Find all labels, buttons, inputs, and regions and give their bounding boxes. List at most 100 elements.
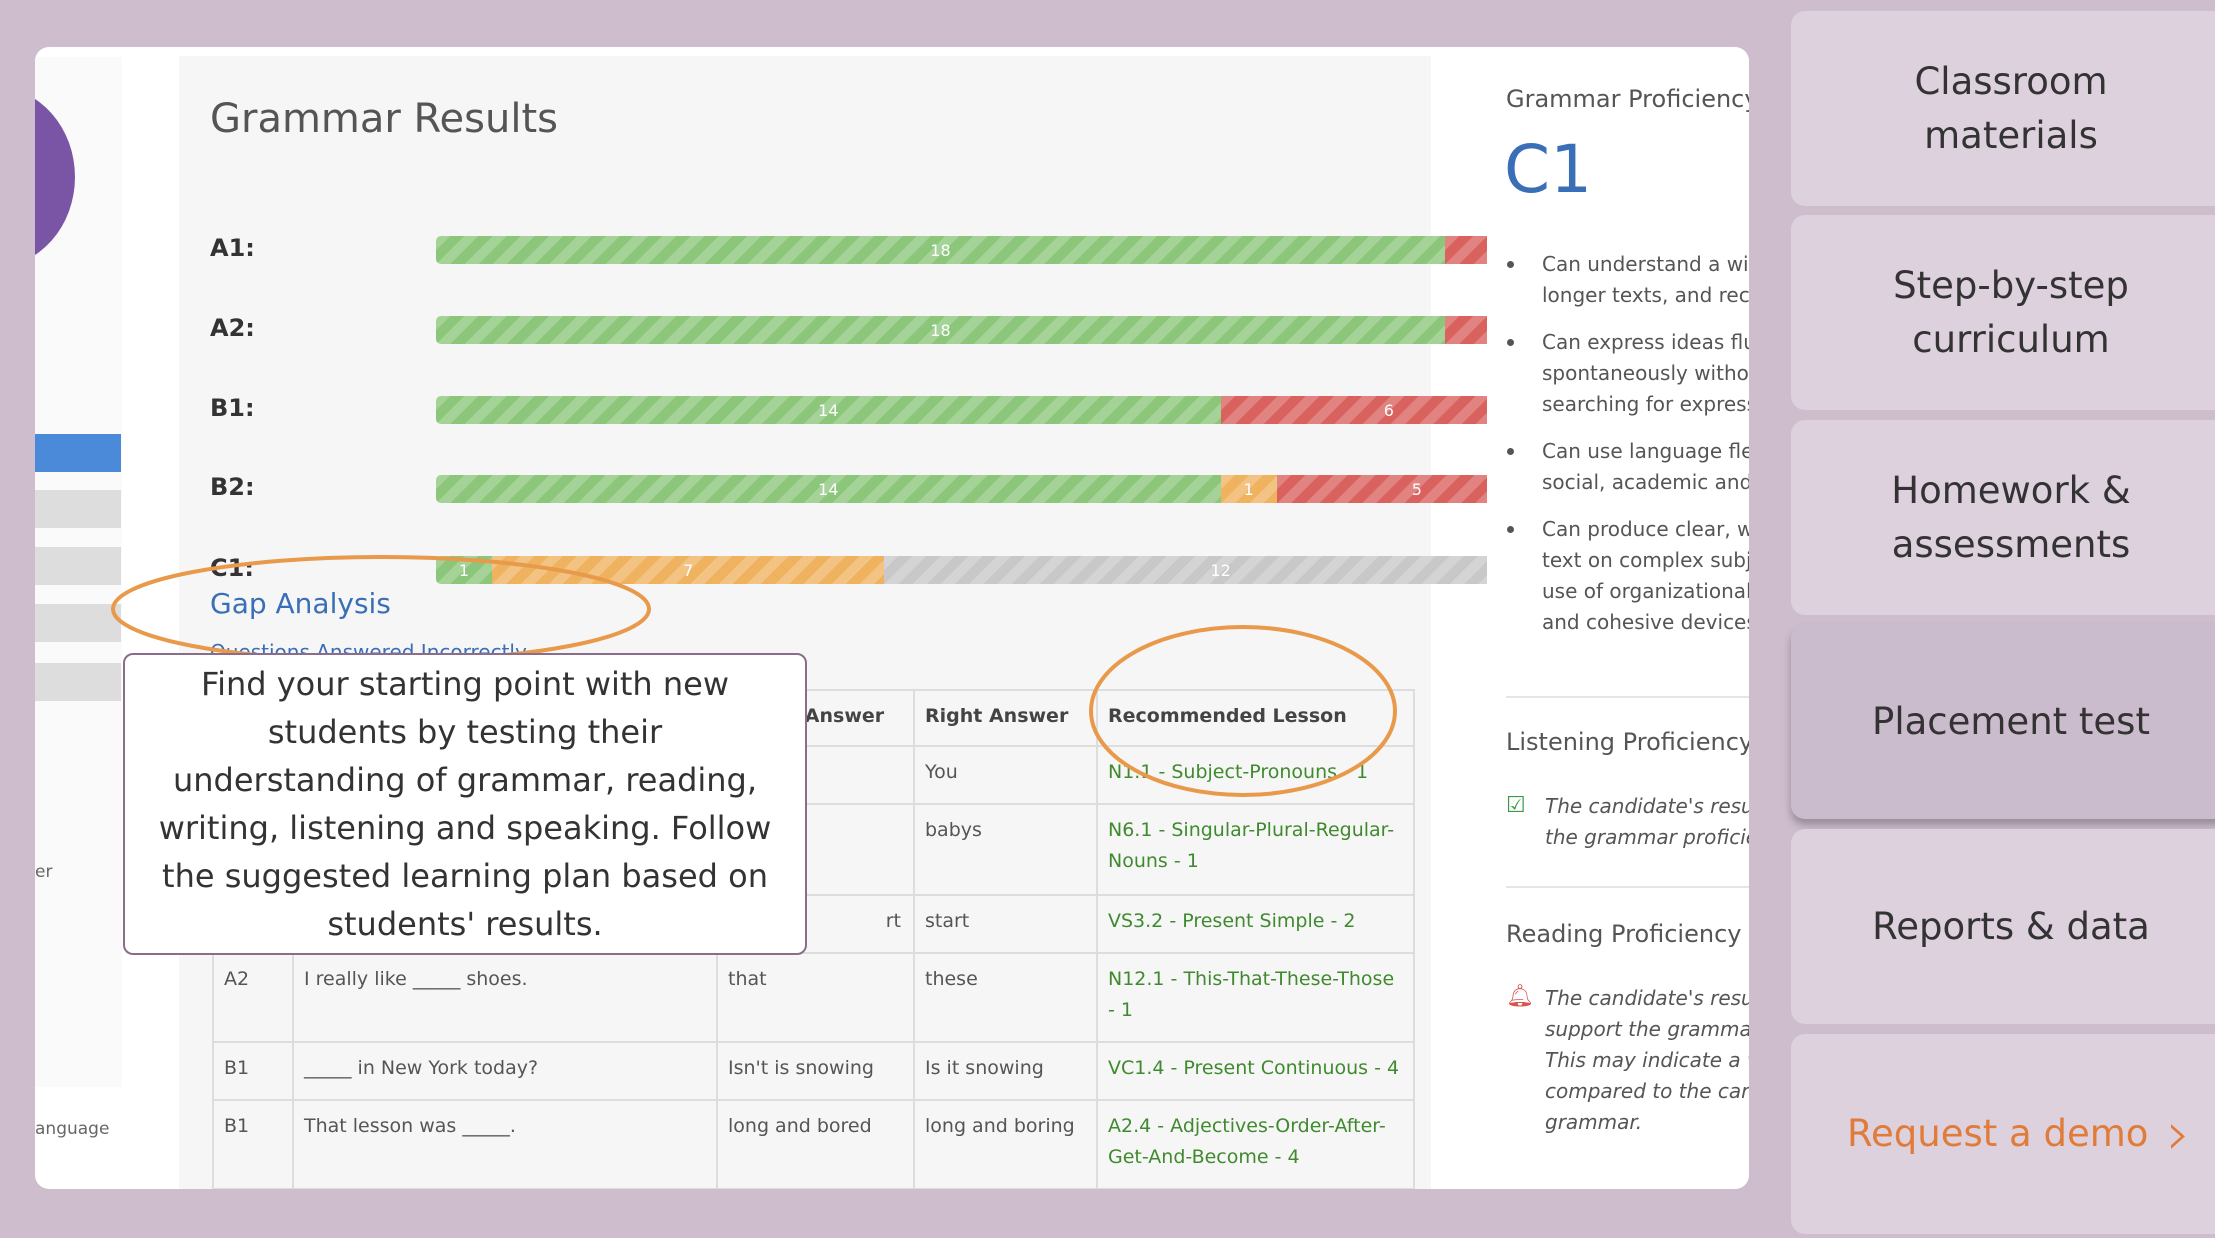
bullet-text: text on complex subje [1542, 548, 1749, 572]
table-cell: rt [885, 910, 901, 932]
bullet-dot [1507, 448, 1514, 455]
table-cell: Is it snowing [925, 1057, 1044, 1079]
nav-item[interactable]: Step-by-step curriculum [1791, 215, 2215, 410]
segment-label: 1 [458, 560, 470, 580]
table-cell: A2.4 - Adjectives-Order-After-Get-And-Be… [1108, 1115, 1386, 1168]
table-cell: N12.1 - This-That-These-Those - 1 [1108, 968, 1395, 1021]
cta-button[interactable]: Request a demo › [1791, 1034, 2215, 1234]
results-card: Grammar Results Gap Analysis Questions A… [179, 56, 1557, 1189]
table-cell: N1.1 - Subject-Pronouns - 1 [1108, 761, 1369, 783]
bar-segment: 18 [436, 236, 1445, 264]
table-border [212, 689, 1413, 691]
reading-text: The candidate's results support the gramm… [1545, 983, 1749, 1138]
table-border [212, 1188, 1413, 1189]
bar-segment: 12 [884, 556, 1557, 584]
bullet-text: use of organizational [1542, 579, 1749, 603]
table-cell: these [925, 968, 978, 990]
check-icon: ☑ [1506, 793, 1526, 818]
table-header: Recommended Lesson [1108, 705, 1347, 727]
segment-label: 14 [818, 400, 839, 420]
bullet-dot [1507, 261, 1514, 268]
divider [1506, 886, 1749, 888]
listening-title: Listening Proficiency [1506, 728, 1749, 756]
table-border [212, 952, 1413, 954]
reading-line: support the grammar p [1545, 1017, 1749, 1041]
bar-segment: 14 [436, 396, 1221, 424]
bar-segment: 18 [436, 316, 1445, 344]
menu-item [35, 663, 121, 701]
table-border [212, 745, 1413, 747]
bullet-text: Can understand a wid [1542, 252, 1749, 276]
bullet-text: Can use language flex [1542, 439, 1749, 463]
table-cell: Isn't is snowing [728, 1057, 874, 1079]
bar-label: A2: [210, 314, 255, 342]
table-cell: long and boring [925, 1115, 1075, 1137]
stacked-bar: 182 [436, 316, 1557, 344]
segment-label: 1 [1243, 479, 1254, 499]
bar-label: B1: [210, 394, 255, 422]
proficiency-title: Grammar Proficiency [1506, 85, 1749, 113]
divider [1506, 696, 1749, 698]
segment-label: 18 [930, 240, 951, 260]
bullet-text: searching for expressi [1542, 392, 1749, 416]
nav-label: Homework & assessments [1891, 468, 2131, 566]
table-border [1413, 689, 1415, 1189]
table-border [1096, 689, 1098, 1189]
nav-label: Reports & data [1872, 904, 2150, 948]
table-cell: babys [925, 819, 982, 841]
nav-label: Classroom materials [1914, 59, 2108, 157]
table-cell: VS3.2 - Present Simple - 2 [1108, 910, 1356, 932]
reading-line: The candidate's results [1545, 986, 1749, 1010]
segment-label: 6 [1383, 400, 1394, 420]
table-cell: You [925, 761, 958, 783]
listening-line: the grammar proficien [1545, 825, 1749, 849]
bar-label: B2: [210, 473, 255, 501]
table-cell: B1 [224, 1115, 250, 1137]
screenshot-panel: er anguage Grammar Results Gap Analysis … [35, 47, 1749, 1189]
table-cell: N6.1 - Singular-Plural-Regular-Nouns - 1 [1108, 819, 1395, 872]
table-cell: that [728, 968, 767, 990]
tooltip: Find your starting point with new studen… [123, 653, 807, 955]
nav-item[interactable]: Reports & data [1791, 829, 2215, 1024]
menu-item [35, 604, 121, 642]
segment-label: 5 [1411, 479, 1422, 499]
sidebar-text: anguage [35, 1119, 110, 1139]
proficiency-card: Grammar Proficiency C1 Can understand a … [1487, 56, 1749, 1189]
table-cell: A2 [224, 968, 250, 990]
bullet-text: and cohesive devices. [1542, 610, 1749, 634]
nav-label: Step-by-step curriculum [1893, 263, 2129, 361]
listening-text: The candidate's results the grammar profi… [1545, 791, 1749, 853]
chevron: › [2166, 1099, 2191, 1169]
segment-label: 12 [1210, 560, 1231, 580]
nav-item[interactable]: Classroom materials [1791, 11, 2215, 206]
table-cell: I really like _____ shoes. [304, 968, 528, 990]
menu-item [35, 434, 121, 472]
cta-label: Request a demo [1847, 1112, 2149, 1155]
table-cell: _____ in New York today? [304, 1057, 539, 1079]
sidebar: er anguage [35, 57, 122, 1139]
bullet-text: Can express ideas flue [1542, 330, 1749, 354]
proficiency-level: C1 [1504, 131, 1593, 208]
nav-item[interactable]: Homework & assessments [1791, 420, 2215, 615]
highlight-ellipse [1089, 625, 1397, 797]
bullet-text: social, academic and p [1542, 470, 1749, 494]
reading-line: compared to the candi [1545, 1079, 1749, 1103]
bullet-text: longer texts, and reco [1542, 283, 1749, 307]
table-header: Right Answer [925, 705, 1069, 727]
bullet-dot [1507, 526, 1514, 533]
reading-title: Reading Proficiency [1506, 920, 1742, 948]
results-title: Grammar Results [210, 96, 558, 142]
reading-line: This may indicate a wea [1545, 1048, 1749, 1072]
table-border [212, 1041, 1413, 1043]
listening-line: The candidate's results [1545, 794, 1749, 818]
bullet-text: spontaneously withou [1542, 361, 1749, 385]
table-cell: That lesson was _____. [304, 1115, 516, 1137]
gap-title: Gap Analysis [210, 587, 391, 620]
table-border [212, 894, 1413, 896]
table-border [212, 1099, 1413, 1101]
reading-line: grammar. [1545, 1110, 1643, 1134]
bell-icon: 🔔︎ [1506, 984, 1534, 1009]
table-cell: VC1.4 - Present Continuous - 4 [1108, 1057, 1400, 1079]
nav-item[interactable]: Placement test [1791, 624, 2215, 819]
highlight-ellipse [111, 555, 651, 663]
